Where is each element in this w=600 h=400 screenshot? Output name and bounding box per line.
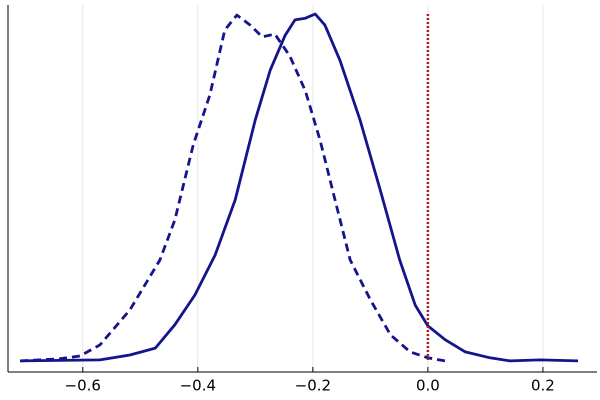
x-tick-label: −0.6 [65, 377, 101, 395]
density-line [20, 13, 446, 363]
density-line [20, 12, 579, 363]
x-tick-label: −0.2 [295, 377, 331, 395]
x-tick-label: 0.2 [531, 377, 555, 395]
x-tick-label: −0.4 [180, 377, 216, 395]
x-tick-label: 0.0 [416, 377, 440, 395]
